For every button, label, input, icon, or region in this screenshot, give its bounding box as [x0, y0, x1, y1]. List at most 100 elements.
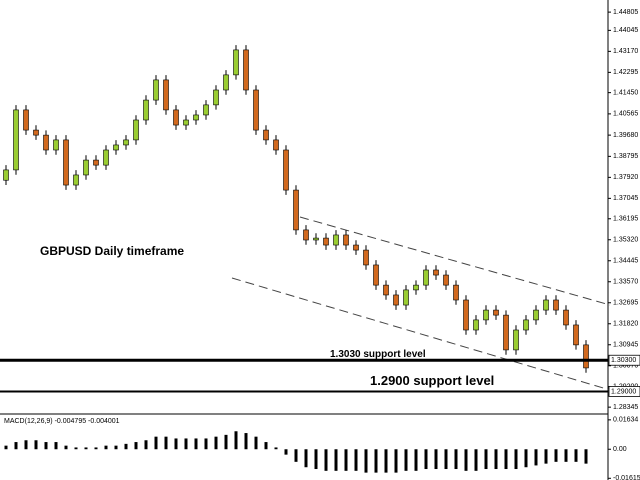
candle-body: [33, 129, 39, 136]
macd-bar: [414, 449, 418, 471]
macd-bar: [384, 449, 388, 473]
candle-body: [473, 319, 479, 331]
macd-bar: [444, 449, 448, 470]
candle-body: [23, 109, 29, 131]
macd-bar: [394, 449, 398, 473]
y-tick-label: 1.31820: [613, 321, 638, 328]
y-tick-label: 1.30945: [613, 342, 638, 349]
candle-body: [483, 309, 489, 321]
macd-bar: [174, 438, 178, 450]
level-text: 1.2900 support level: [370, 373, 494, 388]
macd-bar: [364, 449, 368, 473]
macd-bar: [284, 449, 288, 455]
candle-body: [143, 99, 149, 121]
candle-body: [583, 344, 589, 369]
macd-bar: [14, 442, 18, 450]
candle-body: [403, 289, 409, 306]
y-tick-label: 1.41450: [613, 89, 638, 96]
macd-bar: [584, 449, 588, 464]
candle-body: [553, 299, 559, 311]
y-tick-label: 1.38795: [613, 153, 638, 160]
candle-body: [503, 314, 509, 351]
candle-body: [343, 234, 349, 246]
candle-body: [123, 139, 129, 146]
candle-body: [183, 119, 189, 126]
y-tick-label: 1.32695: [613, 300, 638, 307]
macd-bar: [184, 438, 188, 450]
candle-body: [163, 79, 169, 111]
candle-body: [63, 139, 69, 186]
candle-body: [293, 189, 299, 231]
candle-body: [53, 139, 59, 151]
macd-bar: [374, 449, 378, 473]
candle-body: [153, 79, 159, 101]
candle-body: [223, 74, 229, 91]
macd-bar: [224, 434, 228, 450]
macd-bar: [114, 445, 118, 450]
macd-bar: [294, 449, 298, 462]
macd-bar: [134, 442, 138, 450]
macd-bar: [34, 440, 38, 450]
candle-body: [433, 269, 439, 276]
channel-lower: [231, 277, 611, 391]
macd-bar: [424, 449, 428, 470]
candle-body: [133, 119, 139, 141]
candle-body: [73, 174, 79, 186]
macd-bar: [154, 436, 158, 450]
candle-body: [193, 114, 199, 121]
channel-upper: [299, 216, 611, 306]
macd-bar: [534, 449, 538, 466]
candle-body: [463, 299, 469, 331]
candle-body: [273, 139, 279, 151]
candle-body: [493, 309, 499, 316]
macd-bar: [434, 449, 438, 470]
macd-bar: [214, 436, 218, 450]
macd-bar: [454, 449, 458, 470]
level-text: 1.3030 support level: [330, 349, 426, 360]
candle-body: [13, 109, 19, 171]
macd-bar: [44, 442, 48, 450]
candle-body: [3, 169, 9, 181]
candle-body: [563, 309, 569, 326]
y-tick-label: 1.40565: [613, 111, 638, 118]
y-tick-label: 1.43170: [613, 48, 638, 55]
macd-label: MACD(12,26,9) -0.004795 -0.004001: [4, 418, 120, 425]
macd-bar: [74, 447, 78, 450]
candle-body: [323, 237, 329, 246]
chart-title: GBPUSD Daily timeframe: [40, 244, 184, 258]
candle-body: [373, 264, 379, 286]
macd-bar: [574, 449, 578, 462]
level-label: 1.29000: [611, 388, 636, 395]
candle-body: [253, 89, 259, 131]
y-tick-label: 1.34445: [613, 258, 638, 265]
candle-body: [353, 244, 359, 251]
candle-body: [413, 284, 419, 291]
level-label: 1.30300: [611, 357, 636, 364]
candle-body: [43, 134, 49, 151]
candle-body: [113, 144, 119, 151]
candle-body: [313, 237, 319, 241]
candle-body: [523, 319, 529, 331]
y-tick-label: 1.30070: [613, 363, 638, 370]
candle-body: [333, 234, 339, 246]
level-label-box: [608, 354, 640, 366]
y-tick-label: 1.44045: [613, 27, 638, 34]
macd-bar: [204, 438, 208, 450]
macd-bar: [334, 449, 338, 471]
y-tick-label: 1.37920: [613, 174, 638, 181]
candle-body: [363, 249, 369, 266]
macd-bar: [324, 449, 328, 471]
y-tick-label: -0.01615: [613, 475, 640, 480]
macd-bar: [124, 443, 128, 450]
candle-body: [513, 329, 519, 351]
y-tick-label: 1.28345: [613, 404, 638, 411]
macd-bar: [344, 449, 348, 471]
candle-body: [83, 159, 89, 176]
candle-body: [103, 149, 109, 166]
y-tick-label: 1.35320: [613, 237, 638, 244]
macd-bar: [544, 449, 548, 464]
candle-body: [243, 49, 249, 91]
macd-bar: [264, 442, 268, 450]
